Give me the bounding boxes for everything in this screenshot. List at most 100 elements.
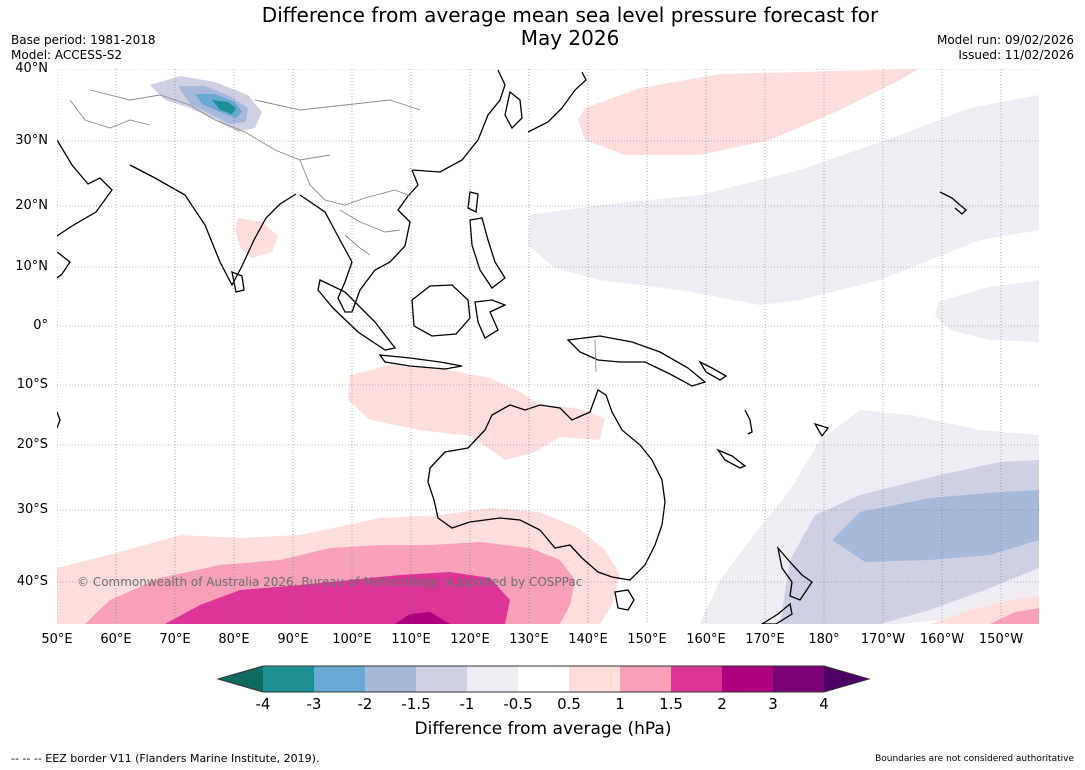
- anomaly-equatorial-neg: [935, 280, 1039, 342]
- lon-label-150e: 150°E: [627, 632, 667, 647]
- korea-coast: [504, 90, 523, 130]
- colorbar-bin-11: [773, 666, 824, 692]
- lat-label-30s: 30°S: [16, 502, 48, 517]
- border-line-1: [89, 89, 331, 161]
- lon-label-130e: 130°E: [509, 632, 549, 647]
- colorbar-tick-3: -2: [357, 695, 373, 713]
- lon-label-110e: 110°E: [391, 632, 431, 647]
- meta-left: Base period: 1981-2018 Model: ACCESS-S2: [11, 33, 156, 63]
- colorbar-tick-2: -3: [306, 695, 322, 713]
- disclaimer: Boundaries are not considered authoritat…: [875, 754, 1074, 764]
- model-run: Model run: 09/02/2026: [936, 33, 1074, 47]
- lon-label-70e: 70°E: [159, 632, 191, 647]
- colorbar-bin-3: [365, 666, 416, 692]
- lon-label-90e: 90°E: [277, 632, 309, 647]
- colorbar-label: Difference from average (hPa): [414, 719, 672, 739]
- lat-label-10n: 10°N: [15, 259, 48, 274]
- colorbar-tick-7: 0.5: [557, 695, 581, 713]
- colorbar-tick-1: -4: [255, 695, 271, 713]
- colorbar-bin-9: [671, 666, 722, 692]
- anomaly-indian-ocean-pos: [348, 365, 605, 460]
- colorbar-arrow-high: [824, 666, 869, 692]
- colorbar-bin-2: [314, 666, 365, 692]
- colorbar-tick-8: 1: [615, 695, 625, 713]
- anomaly-fields: [57, 69, 1039, 624]
- lat-label-0: 0°: [33, 318, 48, 333]
- colorbar: [216, 665, 871, 693]
- anomaly-north-pacific-neg: [528, 95, 1039, 305]
- colorbar-outline: [216, 665, 871, 693]
- colorbar-arrow-low: [218, 666, 263, 692]
- lon-label-180: 180°: [808, 632, 840, 647]
- meta-right: Model run: 09/02/2026 Issued: 11/02/2026: [937, 33, 1074, 63]
- border-line-2: [254, 99, 421, 111]
- graticule: [57, 69, 1039, 624]
- title-line-1: Difference from average mean sea level p…: [261, 3, 879, 27]
- anomaly-southern-pos-core: [395, 612, 450, 624]
- lon-label-120e: 120°E: [450, 632, 490, 647]
- anomaly-south-east-pos-mid: [990, 608, 1039, 624]
- colorbar-bin-4: [416, 666, 467, 692]
- madagascar-coast: [57, 411, 61, 429]
- border-line-3: [299, 159, 411, 206]
- sulawesi-coast: [474, 299, 507, 339]
- fiji-coast: [813, 422, 830, 438]
- border-line-5: [69, 99, 151, 129]
- lon-label-140e: 140°E: [568, 632, 608, 647]
- colorbar-bin-6: [518, 666, 569, 692]
- colorbar-bin-8: [620, 666, 671, 692]
- chart-title: Difference from average mean sea level p…: [180, 4, 960, 50]
- philippines-coast: [469, 217, 506, 289]
- lat-label-40n: 40°N: [15, 61, 48, 76]
- lon-label-100e: 100°E: [332, 632, 372, 647]
- new-zealand-north-coast: [776, 545, 813, 601]
- border-line-6: [344, 234, 371, 256]
- map-area: [57, 69, 1039, 624]
- country-borders: [69, 89, 597, 373]
- colorbar-bin-5: [467, 666, 518, 692]
- solomon-coast: [698, 360, 728, 381]
- anomaly-southern-pos-high: [165, 572, 510, 624]
- copyright-notice: © Commonwealth of Australia 2026, Bureau…: [77, 575, 583, 589]
- australia-coast: [427, 389, 666, 581]
- colorbar-tick-5: -1: [459, 695, 475, 713]
- colorbar-bin-1: [263, 666, 314, 692]
- new-zealand-south-coast: [760, 602, 793, 624]
- colorbar-tick-11: 3: [768, 695, 778, 713]
- colorbar-bin-10: [722, 666, 773, 692]
- lat-label-20s: 20°S: [16, 437, 48, 452]
- taiwan-coast: [467, 191, 479, 213]
- lat-label-20n: 20°N: [15, 198, 48, 213]
- model-name: Model: ACCESS-S2: [11, 48, 123, 62]
- anomaly-north-pacific-pos: [578, 69, 918, 155]
- new-guinea-coast: [566, 335, 707, 387]
- lat-label-30n: 30°N: [15, 133, 48, 148]
- lon-label-50e: 50°E: [41, 632, 73, 647]
- border-line-7: [594, 339, 597, 373]
- lon-label-170e: 170°E: [745, 632, 785, 647]
- lat-label-40s: 40°S: [16, 574, 48, 589]
- sri-lanka-coast: [231, 270, 245, 293]
- lon-label-150w: 150°W: [978, 632, 1024, 647]
- new-caledonia-coast: [716, 448, 747, 469]
- hawaii-coast: [939, 191, 967, 215]
- lon-label-160e: 160°E: [686, 632, 726, 647]
- lon-label-160w: 160°W: [919, 632, 965, 647]
- colorbar-tick-9: 1.5: [659, 695, 683, 713]
- lon-label-60e: 60°E: [100, 632, 132, 647]
- colorbar-tick-6: -0.5: [503, 695, 533, 713]
- title-line-2: May 2026: [520, 26, 620, 50]
- lat-label-10s: 10°S: [16, 377, 48, 392]
- colorbar-tick-4: -1.5: [401, 695, 431, 713]
- africa-horn-coast: [57, 251, 71, 279]
- indochina-coast: [299, 169, 419, 313]
- colorbar-bin-7: [569, 666, 620, 692]
- lon-label-80e: 80°E: [218, 632, 250, 647]
- colorbar-tick-10: 2: [717, 695, 727, 713]
- anomaly-himalaya-neg-core: [212, 100, 236, 114]
- lon-label-170w: 170°W: [860, 632, 906, 647]
- vanuatu-coast: [744, 409, 753, 435]
- anomaly-bay-of-bengal-pos: [235, 218, 278, 258]
- colorbar-tick-12: 4: [819, 695, 829, 713]
- anomaly-south-pacific-neg-core: [832, 490, 1039, 562]
